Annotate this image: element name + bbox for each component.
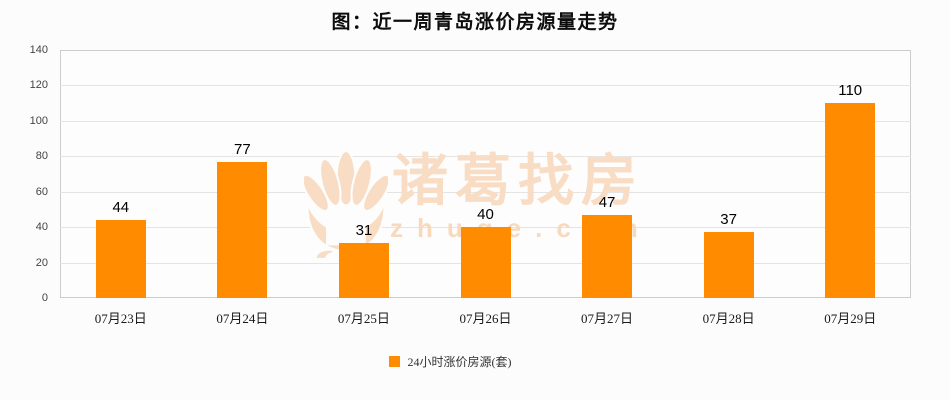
chart-legend: 24小时涨价房源(套) bbox=[0, 353, 900, 370]
bar bbox=[703, 232, 754, 298]
y-axis-tick-label: 0 bbox=[41, 292, 48, 304]
bar bbox=[95, 220, 146, 298]
x-axis-label: 07月24日 bbox=[216, 311, 269, 326]
x-axis-label: 07月25日 bbox=[337, 311, 390, 326]
x-axis-label: 07月27日 bbox=[581, 311, 634, 326]
legend-series-label: 24小时涨价房源(套) bbox=[407, 355, 512, 369]
gridline bbox=[60, 156, 911, 158]
x-axis-label: 07月23日 bbox=[94, 311, 147, 326]
y-axis-tick-label: 60 bbox=[35, 185, 48, 198]
bar-value-label: 31 bbox=[355, 222, 373, 240]
y-axis-tick-label: 40 bbox=[35, 221, 48, 234]
legend-swatch-icon bbox=[388, 356, 400, 367]
chart-title: 图：近一周青岛涨价房源量走势 bbox=[331, 12, 619, 33]
gridline bbox=[60, 120, 911, 122]
bar-value-label: 47 bbox=[598, 193, 616, 211]
bar bbox=[460, 227, 511, 298]
x-axis-label: 07月28日 bbox=[702, 311, 755, 326]
x-axis-label: 07月26日 bbox=[459, 311, 512, 326]
bar bbox=[217, 161, 268, 298]
watermark-brand-text: 诸葛找房 bbox=[392, 149, 644, 212]
bar-value-label: 37 bbox=[720, 211, 737, 229]
bar bbox=[825, 103, 876, 298]
y-axis-tick-label: 80 bbox=[35, 150, 48, 163]
y-axis-tick-label: 120 bbox=[29, 79, 48, 92]
bar-value-label: 44 bbox=[112, 199, 130, 217]
bar-value-label: 40 bbox=[477, 206, 494, 224]
y-axis-tick-label: 100 bbox=[29, 114, 48, 127]
x-axis-label: 07月29日 bbox=[824, 311, 877, 326]
y-axis-tick-label: 140 bbox=[29, 44, 48, 56]
bar-value-label: 110 bbox=[838, 82, 863, 100]
gridline bbox=[60, 191, 911, 193]
zhuge-lotus-house-logo-icon bbox=[304, 150, 388, 260]
bar bbox=[338, 243, 389, 298]
y-axis-tick-label: 20 bbox=[35, 256, 48, 269]
gridline bbox=[60, 85, 911, 87]
bar-value-label: 77 bbox=[234, 140, 251, 158]
bar bbox=[582, 214, 633, 298]
